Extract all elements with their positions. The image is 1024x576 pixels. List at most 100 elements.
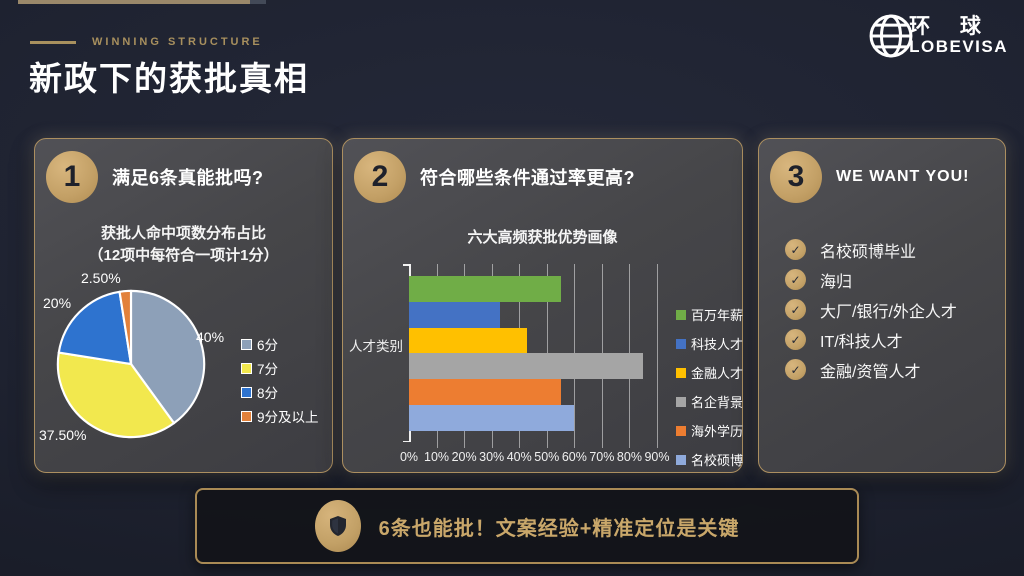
checklist-item-label: 海归	[820, 273, 853, 291]
pie-legend-label: 7分	[257, 362, 279, 377]
bar-series	[409, 276, 657, 431]
bar-legend-swatch	[676, 338, 686, 349]
bar-名企背景	[409, 353, 644, 380]
pie-chart-title: 获批人命中项数分布占比 （12项中每符合一项计1分）	[35, 223, 332, 267]
bar-legend-item: 名校硕博	[676, 450, 743, 469]
bar-科技人才	[409, 301, 500, 328]
checklist-item-label: 大厂/银行/外企人才	[820, 303, 957, 321]
eyebrow-rule	[30, 40, 76, 44]
pie-legend-label: 9分及以上	[257, 410, 319, 425]
checklist-item: ✓ 大厂/银行/外企人才	[785, 299, 957, 321]
panel1-number-badge: 1	[46, 151, 98, 203]
panel3-header: 3 WE WANT YOU!	[759, 139, 1005, 203]
bar-百万年薪	[409, 276, 561, 302]
bar-名校硕博	[409, 404, 575, 431]
panel-bar-chart: 2 符合哪些条件通过率更高? 六大高频获批优势画像 人才类别 0% 10% 20% 3…	[342, 138, 743, 473]
bar-legend-item: 百万年薪	[676, 305, 743, 324]
bar-chart-legend: 百万年薪科技人才金融人才名企背景海外学历名校硕博	[676, 305, 743, 469]
panel2-question: 符合哪些条件通过率更高?	[420, 168, 635, 188]
checklist-item: ✓ 金融/资管人才	[785, 359, 957, 381]
pie-legend-label: 8分	[257, 386, 279, 401]
bar-legend-swatch	[676, 309, 686, 320]
bar-金融人才	[409, 327, 528, 354]
axis-end-tick	[403, 440, 410, 442]
bar-legend-item: 金融人才	[676, 363, 743, 382]
brand-logo: 环 球 LOBEVISA	[865, 10, 1008, 62]
conclusion-text: 6条也能批！文案经验+精准定位是关键	[378, 517, 740, 540]
x-tick-label: 70%	[589, 450, 615, 464]
checklist-item: ✓ IT/科技人才	[785, 329, 957, 351]
x-tick-label: 0%	[399, 450, 419, 464]
brand-name-en: LOBEVISA	[909, 37, 1008, 57]
pie-legend-item: 7分	[241, 358, 319, 378]
brand-name-cn: 环 球	[909, 15, 993, 39]
bar-legend-swatch	[676, 454, 686, 465]
x-tick-label: 50%	[534, 450, 560, 464]
panel1-header: 1 满足6条真能批吗?	[35, 139, 332, 203]
bar-legend-item: 海外学历	[676, 421, 743, 440]
pie-slice-8分	[57, 290, 133, 366]
bar-chart-gridline	[657, 264, 658, 448]
pie-legend-item: 8分	[241, 382, 319, 402]
x-tick-label: 30%	[479, 450, 505, 464]
pie-slice-9分及以上	[118, 289, 133, 366]
panel-pie-chart: 1 满足6条真能批吗? 获批人命中项数分布占比 （12项中每符合一项计1分） 4…	[34, 138, 333, 473]
check-icon: ✓	[785, 269, 806, 290]
globe-icon	[869, 14, 913, 58]
pie-legend-swatch	[241, 362, 252, 374]
eyebrow: WINNING STRUCTURE	[30, 36, 263, 48]
x-tick-label: 40%	[506, 450, 532, 464]
talent-checklist: ✓ 名校硕博毕业 ✓ 海归 ✓ 大厂/银行/外企人才 ✓ IT/科技人才 ✓ 金融/资管人才	[785, 239, 957, 389]
pie-legend-swatch	[241, 338, 252, 350]
shield-badge	[314, 500, 361, 552]
check-icon: ✓	[785, 299, 806, 320]
brand-logo-text: 环 球 LOBEVISA	[909, 15, 1008, 57]
bar-legend-label: 金融人才	[691, 366, 744, 381]
bar-legend-swatch	[676, 396, 686, 407]
bar-legend-swatch	[676, 425, 686, 436]
pie-chart	[56, 289, 206, 439]
bar-legend-label: 名校硕博	[691, 453, 744, 468]
panel1-question: 满足6条真能批吗?	[112, 168, 264, 188]
eyebrow-label: WINNING STRUCTURE	[92, 36, 263, 48]
pie-slice-7分	[56, 351, 176, 439]
panel-checklist: 3 WE WANT YOU! ✓ 名校硕博毕业 ✓ 海归 ✓ 大厂/银行/外企人才 ✓ IT/…	[758, 138, 1006, 473]
pie-label-6: 40%	[196, 329, 225, 345]
x-tick-label: 60%	[561, 450, 587, 464]
checklist-item-label: 名校硕博毕业	[820, 243, 917, 261]
bar-legend-label: 科技人才	[691, 337, 744, 352]
bar-legend-item: 名企背景	[676, 392, 743, 411]
pie-chart-title-line1: 获批人命中项数分布占比	[100, 225, 266, 242]
checklist-item: ✓ 名校硕博毕业	[785, 239, 957, 261]
x-tick-label: 10%	[424, 450, 450, 464]
pie-legend-swatch	[241, 410, 252, 422]
bar-legend-swatch	[676, 367, 686, 378]
top-accent-line	[18, 0, 250, 4]
checklist-item-label: IT/科技人才	[820, 333, 903, 351]
panel2-header: 2 符合哪些条件通过率更高?	[343, 139, 742, 203]
x-tick-label: 90%	[644, 450, 670, 464]
check-icon: ✓	[785, 359, 806, 380]
axis-end-tick	[403, 264, 410, 266]
pie-slice-6分	[129, 289, 206, 425]
bar-chart-plot	[403, 264, 658, 448]
checklist-item: ✓ 海归	[785, 269, 957, 291]
checklist-item-label: 金融/资管人才	[820, 363, 921, 381]
bar-legend-label: 名企背景	[691, 395, 744, 410]
conclusion-banner: 6条也能批！文案经验+精准定位是关键	[195, 488, 859, 564]
pie-label-9plus: 2.50%	[81, 270, 121, 286]
pie-legend-swatch	[241, 386, 252, 398]
pie-chart-title-line2: （12项中每符合一项计1分）	[88, 246, 279, 264]
x-tick-label: 80%	[616, 450, 642, 464]
bar-chart-title: 六大高频获批优势画像	[467, 229, 618, 246]
pie-legend: 6分 7分 8分 9分及以上	[241, 334, 319, 426]
bar-chart-ylabel: 人才类别	[349, 339, 403, 354]
bar-legend-label: 百万年薪	[691, 308, 744, 323]
top-accent-line-gray	[250, 0, 266, 4]
pie-legend-item: 9分及以上	[241, 406, 319, 426]
bar-chart-xticks: 0% 10% 20% 30% 40% 50% 60% 70% 80% 90%	[400, 450, 670, 466]
panel3-number-badge: 3	[770, 151, 822, 203]
bar-海外学历	[409, 379, 561, 405]
check-icon: ✓	[785, 329, 806, 350]
